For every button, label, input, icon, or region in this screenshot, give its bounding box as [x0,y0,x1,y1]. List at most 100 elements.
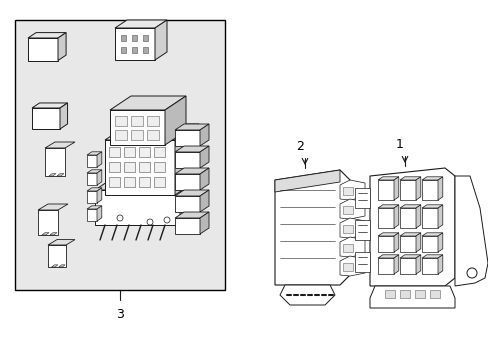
Polygon shape [415,233,420,252]
Polygon shape [175,174,200,190]
Bar [121,47,125,53]
Circle shape [466,268,476,278]
Polygon shape [377,258,393,274]
Polygon shape [115,28,155,60]
Bar [143,47,148,53]
Polygon shape [38,210,58,235]
Polygon shape [437,255,442,274]
Polygon shape [454,176,487,286]
Polygon shape [59,265,65,267]
Polygon shape [87,188,102,191]
Polygon shape [393,233,398,252]
Bar [115,130,127,140]
Polygon shape [399,180,415,200]
Polygon shape [354,252,369,272]
Polygon shape [354,188,369,208]
Bar [109,147,120,157]
Polygon shape [377,255,398,258]
Bar [154,147,164,157]
Polygon shape [45,148,65,176]
Polygon shape [105,124,199,140]
Polygon shape [50,233,57,235]
Polygon shape [110,110,164,145]
Polygon shape [48,245,66,267]
Polygon shape [393,177,398,200]
Bar [131,130,142,140]
Polygon shape [200,190,208,212]
Bar [124,177,135,187]
Bar [143,35,148,41]
Polygon shape [97,152,102,167]
Polygon shape [49,174,56,176]
Polygon shape [60,103,67,129]
Polygon shape [87,173,97,185]
Polygon shape [437,205,442,228]
Polygon shape [105,140,175,195]
Polygon shape [399,255,420,258]
Bar [109,177,120,187]
Polygon shape [52,265,58,267]
Polygon shape [437,177,442,200]
Polygon shape [369,286,454,308]
Bar [342,244,352,252]
Bar [342,263,352,271]
Polygon shape [399,208,415,228]
Polygon shape [200,124,208,146]
Polygon shape [415,177,420,200]
Circle shape [163,217,170,223]
Polygon shape [399,177,420,180]
Polygon shape [175,124,199,195]
Bar [342,225,352,233]
Polygon shape [421,236,437,252]
Polygon shape [339,180,364,200]
Polygon shape [200,146,208,168]
Circle shape [117,215,123,221]
Polygon shape [32,103,67,108]
Bar [131,116,142,126]
Bar [342,187,352,195]
Polygon shape [421,177,442,180]
Polygon shape [399,205,420,208]
Polygon shape [38,204,68,210]
Polygon shape [58,33,66,60]
Polygon shape [393,255,398,274]
Polygon shape [175,218,200,234]
Polygon shape [339,199,364,219]
Polygon shape [399,233,420,236]
Polygon shape [421,205,442,208]
Bar [414,290,424,298]
Polygon shape [175,190,208,196]
Polygon shape [87,191,97,203]
Bar [139,162,150,172]
Polygon shape [110,96,185,110]
Polygon shape [95,178,198,190]
Polygon shape [87,209,97,221]
Polygon shape [415,205,420,228]
Polygon shape [421,258,437,274]
Polygon shape [97,188,102,203]
Polygon shape [369,168,454,286]
Bar [132,47,137,53]
Polygon shape [97,170,102,185]
Bar [124,162,135,172]
Polygon shape [377,180,393,200]
Polygon shape [421,208,437,228]
Polygon shape [32,108,60,129]
Polygon shape [354,220,369,240]
Polygon shape [399,236,415,252]
Bar [124,147,135,157]
Bar [15,20,224,290]
Polygon shape [421,255,442,258]
Polygon shape [180,178,198,225]
Polygon shape [339,237,364,257]
Polygon shape [393,205,398,228]
Polygon shape [280,285,334,305]
Polygon shape [377,208,393,228]
Bar [147,116,159,126]
Polygon shape [175,124,208,130]
Polygon shape [339,256,364,276]
Polygon shape [377,177,398,180]
Polygon shape [175,196,200,212]
Bar [154,162,164,172]
Polygon shape [95,190,180,225]
